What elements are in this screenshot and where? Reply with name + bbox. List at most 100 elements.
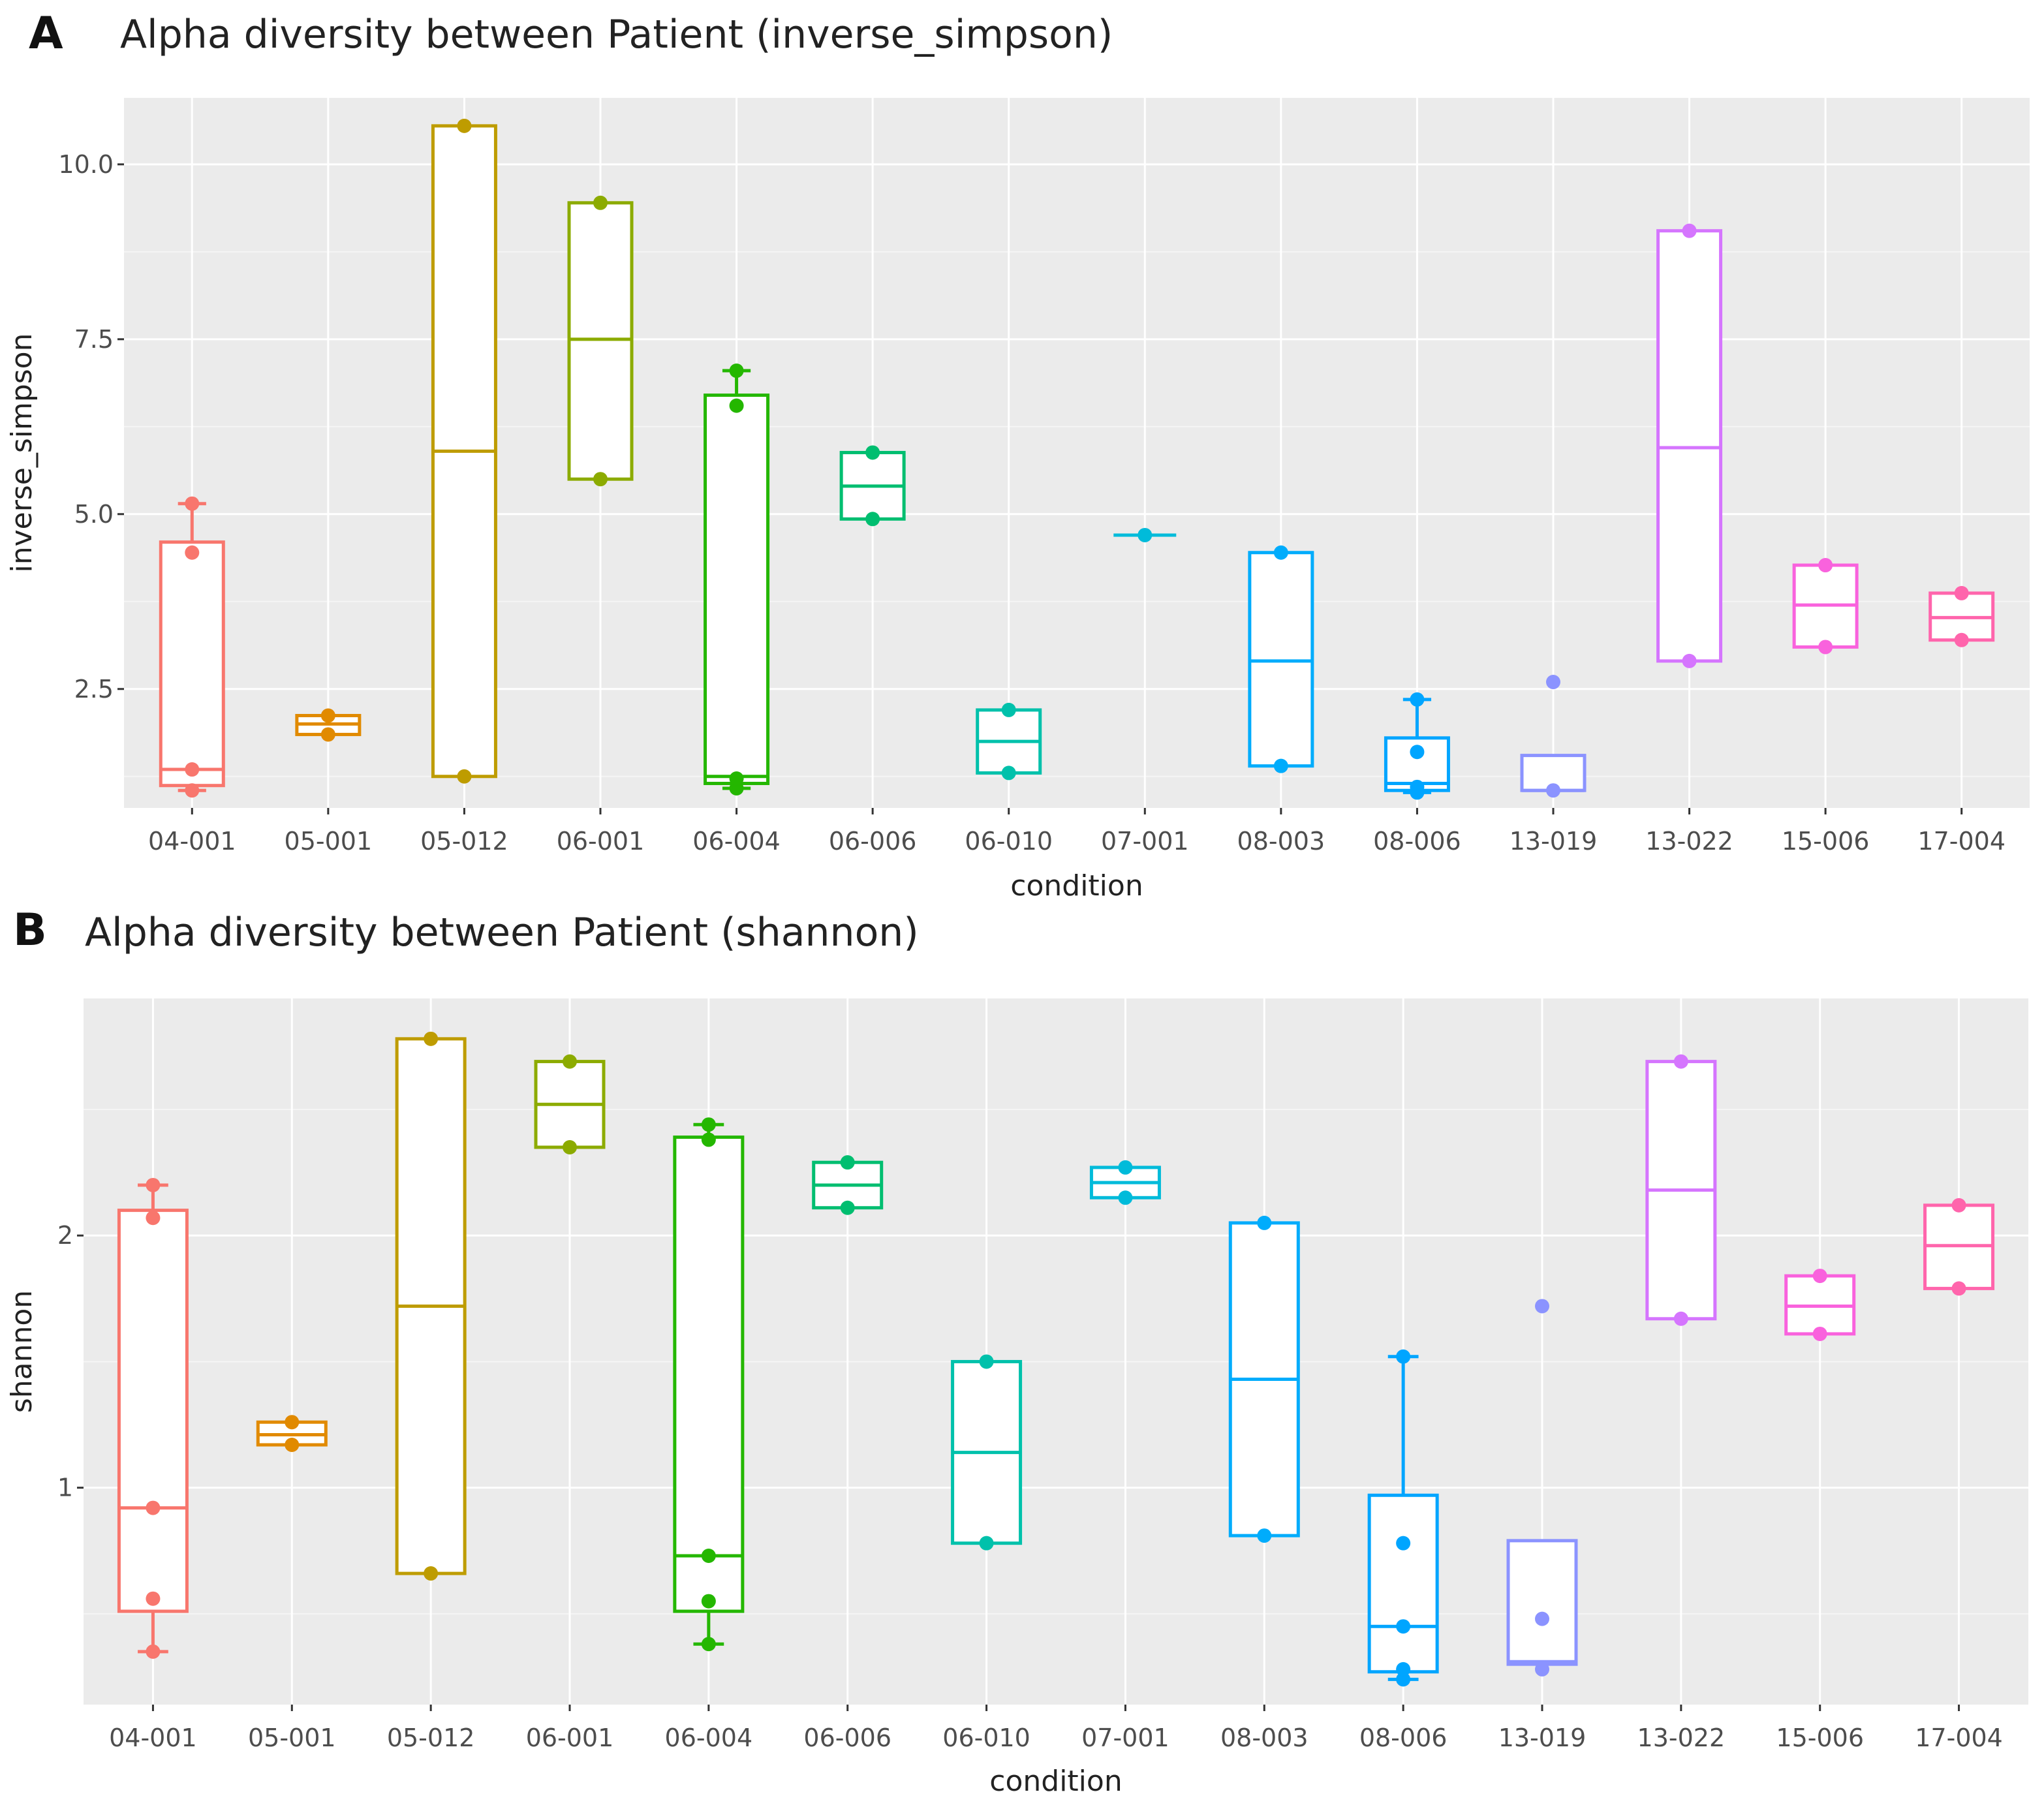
data-point <box>146 1177 161 1192</box>
chart-inverse-simpson: 2.5 5.0 7.5 10.0 04-001 05-001 05-012 06-001 06-… <box>5 98 2030 903</box>
data-point <box>1546 783 1560 798</box>
x-tick-label: 13-022 <box>1645 827 1733 856</box>
box-06-001 <box>567 195 634 487</box>
box-13-022 <box>1645 1054 1717 1326</box>
box-body <box>1506 1539 1578 1666</box>
data-point <box>320 727 335 742</box>
data-point <box>1951 1281 1966 1296</box>
data-point <box>840 1155 855 1170</box>
data-point <box>701 1637 716 1652</box>
y-axis-title: inverse_simpson <box>5 333 39 573</box>
box-body <box>1656 229 1723 663</box>
data-point <box>146 1591 161 1606</box>
x-tick-label: 06-006 <box>829 827 917 856</box>
box-07-001 <box>1113 527 1177 542</box>
data-point <box>1001 765 1016 781</box>
box-body <box>1248 551 1314 768</box>
data-point <box>146 1211 161 1226</box>
box-08-003 <box>1248 545 1314 773</box>
box-07-001 <box>1089 1160 1161 1205</box>
box-08-003 <box>1228 1215 1300 1543</box>
panel-a-title: Alpha diversity between Patient (inverse… <box>120 12 1113 57</box>
data-point <box>1546 675 1560 690</box>
x-tick-label: 06-006 <box>803 1724 891 1752</box>
panel-b: 1 2 04-001 05-001 05-012 06-001 06-004 06-006 06… <box>0 904 2044 1809</box>
box-05-012 <box>431 118 497 784</box>
data-point <box>1535 1611 1549 1626</box>
panel-a-letter: A <box>29 8 63 59</box>
data-point <box>701 1132 716 1147</box>
box-17-004 <box>1923 1198 1995 1296</box>
x-tick-label: 15-006 <box>1782 827 1870 856</box>
data-point <box>979 1536 994 1551</box>
x-tick-label: 17-004 <box>1917 827 2005 856</box>
panel-a: 2.5 5.0 7.5 10.0 04-001 05-001 05-012 06-001 06-… <box>0 0 2044 904</box>
data-point <box>701 1594 716 1609</box>
box-08-006 <box>1367 1349 1439 1687</box>
x-tick-label: 06-001 <box>557 827 645 856</box>
data-point <box>563 1054 577 1069</box>
data-point <box>1954 632 1969 647</box>
box-body <box>1367 1493 1439 1674</box>
box-08-006 <box>1384 692 1450 800</box>
box-06-004 <box>704 363 770 796</box>
box-17-004 <box>1928 585 1995 647</box>
data-point <box>865 512 880 527</box>
box-15-006 <box>1784 1269 1856 1341</box>
box-06-001 <box>534 1054 606 1154</box>
x-tick-label: 06-004 <box>665 1724 753 1752</box>
x-tick-label: 04-001 <box>109 1724 197 1752</box>
panel-b-letter: B <box>13 904 47 956</box>
data-point <box>979 1354 994 1369</box>
y-axis-title: shannon <box>5 1290 39 1413</box>
plot-background <box>84 998 2028 1705</box>
x-tick-label: 08-006 <box>1373 827 1461 856</box>
x-axis-title: condition <box>989 1765 1122 1798</box>
data-point <box>1673 1311 1688 1326</box>
data-point <box>729 363 744 379</box>
data-point <box>1257 1528 1272 1543</box>
data-point <box>1273 758 1288 773</box>
box-05-001 <box>295 708 362 742</box>
plot-background <box>124 98 2030 808</box>
data-point <box>1257 1215 1272 1230</box>
data-point <box>1396 1349 1411 1364</box>
box-body <box>673 1136 745 1613</box>
data-point <box>1273 545 1288 560</box>
data-point <box>593 195 608 210</box>
box-04-001 <box>159 496 225 798</box>
box-body <box>117 1209 189 1613</box>
panel-b-title: Alpha diversity between Patient (shannon… <box>85 910 919 955</box>
data-point <box>1535 1662 1549 1677</box>
data-point <box>185 783 200 798</box>
y-tick-label: 1 <box>57 1474 73 1502</box>
data-point <box>1138 527 1153 542</box>
data-point <box>457 118 472 133</box>
x-tick-label: 05-001 <box>285 827 373 856</box>
data-point <box>865 445 880 460</box>
data-point <box>146 1500 161 1515</box>
x-tick-label: 06-004 <box>692 827 781 856</box>
data-point <box>701 1117 716 1132</box>
data-point <box>1410 692 1425 707</box>
data-point <box>185 762 200 777</box>
data-point <box>563 1139 577 1154</box>
data-point <box>1118 1190 1133 1205</box>
data-point <box>1818 640 1833 655</box>
data-point <box>1396 1619 1411 1634</box>
data-point <box>840 1200 855 1215</box>
data-point <box>457 769 472 784</box>
box-15-006 <box>1792 558 1859 655</box>
chart-shannon: 1 2 04-001 05-001 05-012 06-001 06-004 06-006 06… <box>5 998 2028 1798</box>
data-point <box>285 1437 300 1452</box>
box-06-004 <box>673 1117 745 1652</box>
x-tick-label: 08-006 <box>1359 1724 1448 1752</box>
box-06-006 <box>839 445 906 527</box>
data-point <box>1818 558 1833 573</box>
y-tick-label: 10.0 <box>58 150 114 179</box>
x-tick-label: 05-012 <box>420 827 508 856</box>
data-point <box>1396 1672 1411 1687</box>
x-tick-label: 06-010 <box>965 827 1053 856</box>
data-point <box>1812 1269 1827 1284</box>
x-tick-label: 07-001 <box>1081 1724 1169 1752</box>
